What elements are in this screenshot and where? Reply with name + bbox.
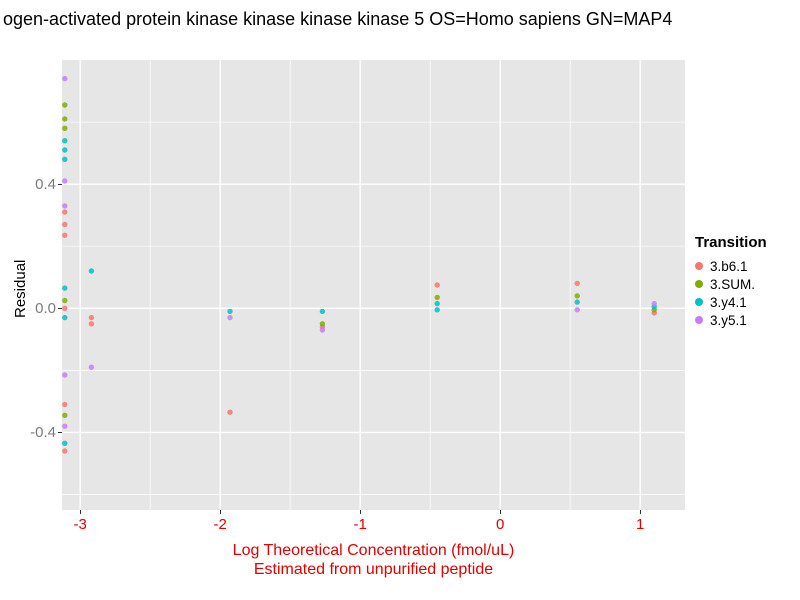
data-point [574, 293, 580, 299]
data-point [62, 297, 68, 304]
legend-key-dot-icon [695, 298, 703, 306]
x-tick-label: 1 [636, 516, 645, 533]
x-axis-title-line2: Estimated from unpurified peptide [253, 561, 494, 578]
data-point [62, 305, 68, 311]
plot-panel [62, 60, 685, 510]
legend-item-label: 3.y4.1 [710, 294, 747, 310]
y-tick-mark [58, 184, 62, 186]
y-tick-mark [58, 308, 62, 310]
legend-item-label: 3.b6.1 [710, 258, 748, 274]
data-point [62, 221, 68, 228]
legend-key-dot-icon [695, 262, 703, 270]
data-point [574, 307, 580, 313]
data-point [62, 209, 68, 215]
data-point [62, 232, 68, 238]
legend-key-dot-icon [695, 280, 703, 288]
chart-title: ogen-activated protein kinase kinase kin… [3, 9, 673, 29]
data-point [62, 138, 68, 144]
data-point [62, 314, 68, 321]
data-point [62, 412, 68, 418]
data-point [651, 300, 657, 307]
x-tick-mark [80, 510, 82, 514]
data-point [88, 314, 95, 321]
y-tick-label: -0.4 [30, 424, 56, 442]
legend-item: 3.b6.1 [695, 257, 767, 275]
x-tick-label: 0 [496, 516, 505, 533]
data-point [62, 116, 68, 122]
data-point [62, 102, 68, 108]
data-point [62, 401, 68, 408]
legend-item-label: 3.y5.1 [710, 312, 747, 328]
data-point [319, 321, 326, 327]
x-tick-mark [220, 510, 222, 514]
legend-item-label: 3.SUM. [710, 276, 756, 292]
data-point [62, 440, 68, 446]
data-point [62, 125, 68, 131]
data-point [62, 448, 68, 454]
data-point [434, 307, 440, 313]
data-point [227, 308, 233, 315]
data-point [88, 321, 95, 327]
data-point [62, 203, 68, 209]
data-point [62, 156, 68, 162]
scatter-plot [62, 60, 685, 510]
x-tick-mark [640, 510, 642, 514]
data-point [62, 423, 68, 429]
data-point [62, 75, 68, 82]
legend-item: 3.y4.1 [695, 293, 767, 311]
x-axis-title: Log Theoretical Concentration (fmol/uL) … [62, 541, 685, 579]
legend-title: Transition [695, 234, 767, 251]
data-point [62, 372, 68, 378]
data-point [434, 294, 440, 301]
x-tick-label: -1 [353, 516, 367, 533]
data-point [574, 280, 580, 287]
data-point [227, 314, 233, 321]
data-point [62, 147, 68, 153]
y-tick-mark [58, 432, 62, 434]
data-point [62, 285, 68, 291]
data-point [62, 178, 68, 184]
y-tick-label: 0.4 [35, 176, 56, 194]
data-point [574, 299, 580, 305]
legend-item: 3.SUM. [695, 275, 767, 293]
data-point [434, 300, 440, 307]
x-tick-label: -3 [73, 516, 87, 533]
data-point [319, 308, 326, 315]
x-tick-mark [360, 510, 362, 514]
data-point [434, 282, 440, 288]
data-point [88, 364, 95, 370]
data-point [88, 268, 95, 274]
legend-key-dot-icon [695, 316, 703, 324]
legend-item: 3.y5.1 [695, 311, 767, 329]
x-tick-label: -2 [213, 516, 227, 533]
data-point [319, 327, 326, 333]
data-point [227, 409, 233, 415]
y-tick-label: 0.0 [35, 300, 56, 318]
x-axis-title-line1: Log Theoretical Concentration (fmol/uL) [232, 542, 515, 559]
legend-items: 3.b6.1 3.SUM. 3.y4.1 3.y5.1 [695, 257, 767, 329]
x-tick-mark [500, 510, 502, 514]
legend: Transition 3.b6.1 3.SUM. 3.y4.1 3.y5.1 [695, 234, 767, 329]
